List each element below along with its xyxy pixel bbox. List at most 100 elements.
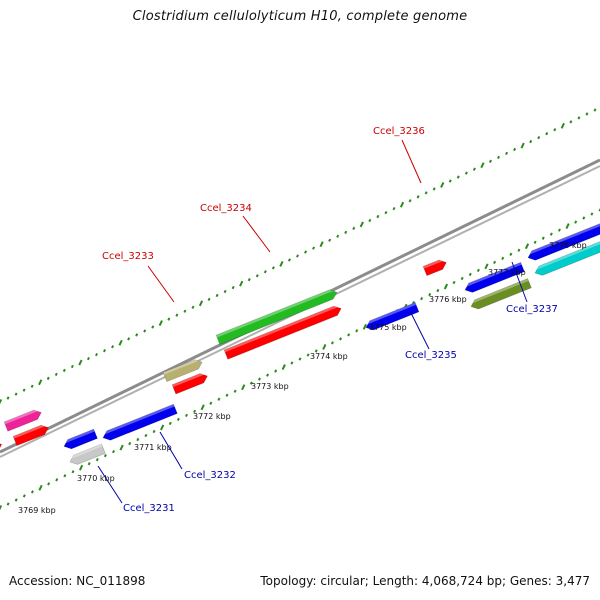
minor-tick <box>488 159 492 163</box>
minor-tick <box>420 296 424 301</box>
minor-tick <box>569 120 573 124</box>
minor-tick <box>225 393 229 397</box>
gene-arrow-highlight <box>163 359 199 375</box>
major-tick <box>362 323 367 330</box>
gene-label: Ccel_3231 <box>123 503 175 514</box>
label-leader <box>409 310 430 350</box>
major-tick <box>119 444 124 451</box>
gene-arrow-highlight <box>104 404 175 435</box>
gene-label: Ccel_3232 <box>184 470 236 481</box>
major-tick <box>443 283 449 290</box>
minor-tick <box>505 151 509 156</box>
minor-tick <box>87 462 91 466</box>
minor-tick <box>103 454 107 458</box>
minor-tick <box>151 325 155 329</box>
minor-tick <box>63 474 67 478</box>
minor-tick <box>287 258 291 262</box>
minor-tick <box>217 397 221 401</box>
label-leader <box>511 261 528 303</box>
major-tick <box>565 223 570 230</box>
major-tick <box>281 364 286 370</box>
gene-arrow-highlight <box>224 306 338 353</box>
kbp-label: 3772 kbp <box>193 412 231 421</box>
major-tick <box>38 484 43 491</box>
major-tick <box>440 182 445 188</box>
minor-tick <box>22 494 26 498</box>
label-leader <box>159 431 183 470</box>
minor-tick <box>533 240 537 244</box>
minor-tick <box>493 260 497 264</box>
minor-tick <box>468 272 472 277</box>
inner-tick-track <box>0 208 600 511</box>
gene-arrow <box>470 278 532 310</box>
minor-tick <box>582 216 586 220</box>
minor-tick <box>306 353 310 357</box>
minor-tick <box>207 297 211 302</box>
major-tick <box>160 424 165 431</box>
kbp-label: 3777 kbp <box>488 268 526 277</box>
minor-tick <box>111 345 115 349</box>
minor-tick <box>424 191 428 195</box>
gene-features <box>0 223 600 465</box>
kbp-label: 3769 kbp <box>18 506 56 515</box>
minor-tick <box>460 276 464 281</box>
major-tick <box>520 142 525 149</box>
minor-tick <box>266 373 270 377</box>
minor-tick <box>255 274 259 278</box>
minor-tick <box>215 293 219 298</box>
minor-tick <box>456 175 460 179</box>
major-tick <box>200 404 205 411</box>
minor-tick <box>347 333 351 337</box>
label-leader <box>97 465 123 504</box>
minor-tick <box>70 364 74 369</box>
minor-tick <box>590 212 594 216</box>
minor-tick <box>368 218 372 223</box>
kbp-label: 3775 kbp <box>369 323 407 332</box>
minor-tick <box>95 458 99 462</box>
minor-tick <box>509 252 513 256</box>
minor-tick <box>128 441 132 446</box>
gene-arrow-highlight <box>423 260 443 269</box>
gene-arrow-highlight <box>536 241 600 270</box>
gene-label: Ccel_3233 <box>102 251 154 262</box>
accession-text: Accession: NC_011898 <box>9 574 146 588</box>
major-tick <box>524 243 530 250</box>
major-tick <box>38 379 43 386</box>
gene-labels: Ccel_3233 Ccel_3234 Ccel_3236 Ccel_3231 Ccel… <box>102 126 558 514</box>
kbp-label: 3776 kbp <box>429 295 467 304</box>
gene-arrow <box>422 259 447 277</box>
minor-tick <box>6 502 10 506</box>
minor-tick <box>152 429 156 434</box>
minor-tick <box>167 317 171 321</box>
gene-arrow <box>3 409 42 432</box>
genome-summary-text: Topology: circular; Length: 4,068,724 bp… <box>260 574 590 588</box>
major-tick <box>78 464 84 471</box>
minor-tick <box>436 288 440 293</box>
minor-tick <box>314 349 318 353</box>
kbp-label: 3778 kbp <box>549 241 587 250</box>
minor-tick <box>328 238 332 242</box>
minor-tick <box>257 377 261 381</box>
kbp-label: 3771 kbp <box>134 443 172 452</box>
major-tick <box>359 221 364 228</box>
minor-tick <box>183 309 187 313</box>
minor-tick <box>344 230 348 234</box>
gene-arrow-highlight <box>367 302 417 325</box>
gene-arrow <box>215 289 338 345</box>
minor-tick <box>336 234 340 238</box>
minor-tick <box>263 270 267 274</box>
minor-tick <box>574 220 578 224</box>
label-leader <box>242 215 271 253</box>
gene-arrow <box>534 241 600 276</box>
minor-tick <box>529 139 533 144</box>
minor-tick <box>62 368 66 373</box>
minor-tick <box>175 313 179 317</box>
major-tick <box>158 320 163 327</box>
gene-arrow <box>0 443 3 449</box>
minor-tick <box>376 214 380 219</box>
gene-arrow <box>464 261 525 293</box>
minor-tick <box>408 199 412 203</box>
minor-tick <box>330 341 334 345</box>
minor-tick <box>545 132 549 136</box>
